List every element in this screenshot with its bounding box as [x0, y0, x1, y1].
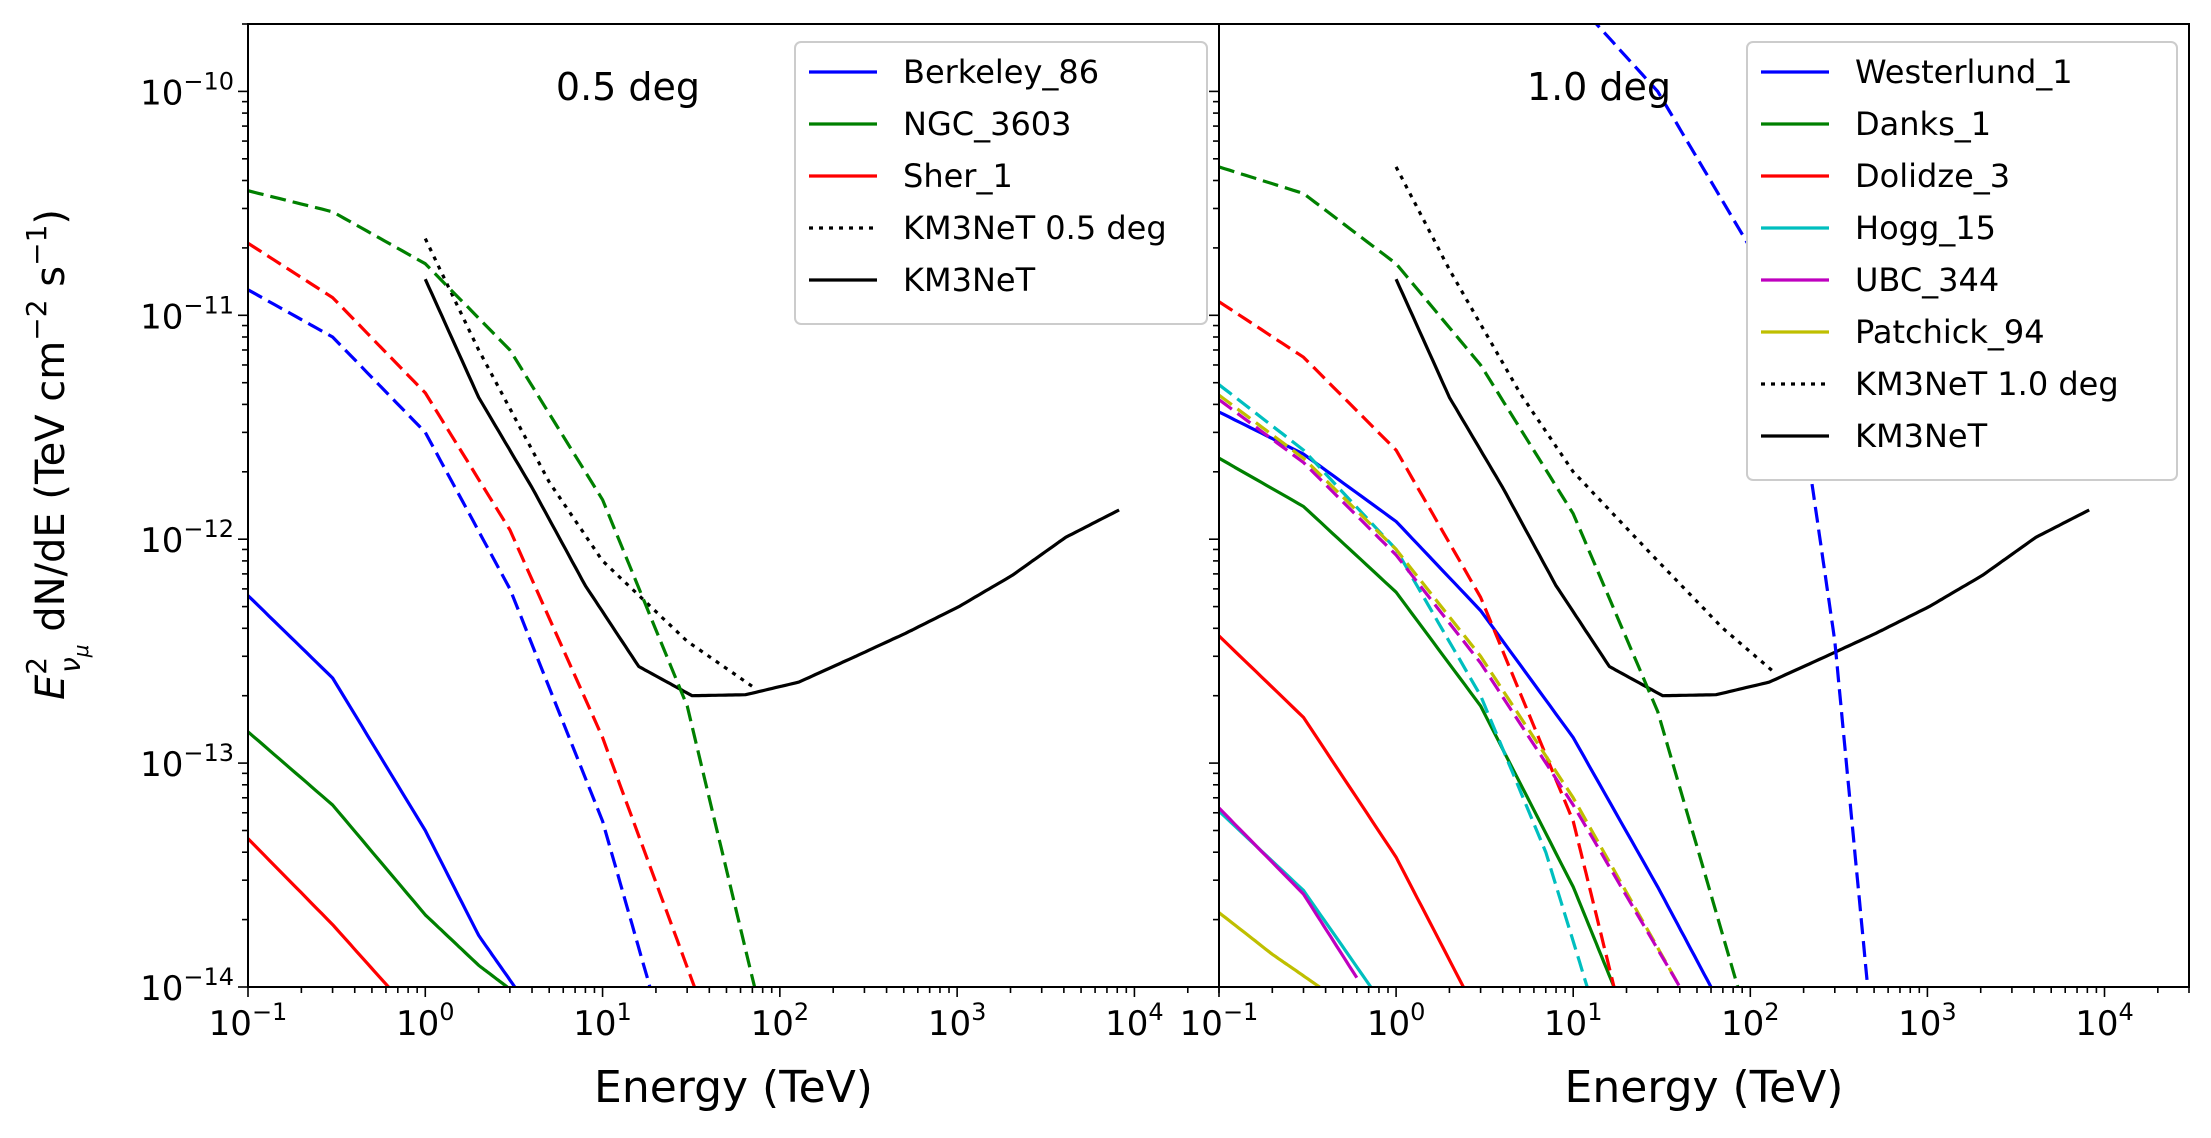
x-tick-label: 100 [1367, 998, 1426, 1044]
x-tick-label: 10−1 [209, 998, 288, 1044]
y-tick-label: 10−13 [140, 739, 234, 785]
x-tick-label: 102 [1721, 998, 1780, 1044]
x-tick-label: 104 [2075, 998, 2134, 1044]
series-line [423, 237, 754, 688]
legend-box [794, 41, 1208, 325]
panel-title: 0.5 deg [556, 65, 700, 109]
panel-title: 1.0 deg [1527, 65, 1671, 109]
x-tick-label: 100 [396, 998, 455, 1044]
y-tick-label: 10−11 [140, 291, 234, 337]
legend-label: UBC_344 [1855, 261, 1999, 299]
panel-right-1-0-deg: 10−1 100 101 102 103 104 1.0 deg Energy (TeV) We… [1180, 23, 2190, 1113]
series-line [423, 278, 1120, 698]
legend-label: Danks_1 [1855, 105, 1991, 143]
series-line [248, 730, 509, 987]
series-line [1219, 165, 1740, 987]
series-line [248, 189, 757, 987]
series-line [1394, 278, 2090, 698]
y-tick-label: 10−10 [140, 67, 234, 113]
x-tick-label: 101 [1544, 998, 1603, 1044]
y-tick-label: 10−12 [140, 515, 234, 561]
x-axis-label: Energy (TeV) [594, 1062, 873, 1113]
legend-label: KM3NeT 0.5 deg [903, 209, 1167, 247]
x-tick-label: 10−1 [1180, 998, 1259, 1044]
x-tick-label: 101 [573, 998, 632, 1044]
y-axis-label: E2νμ dN/dE (TeV cm−2 s−1) [20, 209, 93, 700]
legend-label: KM3NeT [1855, 417, 1988, 455]
series-line [1219, 806, 1359, 979]
y-tick-label: 10−14 [140, 963, 234, 1009]
series-line [1219, 456, 1616, 987]
x-tick-label: 103 [1898, 998, 1957, 1044]
series-line [248, 837, 390, 987]
plot-frame [1218, 23, 2190, 988]
legend-label: Dolidze_3 [1855, 157, 2010, 195]
legend-label: KM3NeT 1.0 deg [1855, 365, 2119, 403]
series-group [248, 189, 1120, 987]
series-line [1219, 393, 1682, 987]
panel-left-0-5-deg: 10−1 100 101 102 103 104 10−14 10−13 10−12 10−11 1… [140, 23, 1220, 1113]
x-tick-label: 103 [928, 998, 987, 1044]
series-line [248, 288, 652, 987]
legend-label: NGC_3603 [903, 105, 1072, 143]
series-line [248, 241, 696, 987]
series-line [1394, 166, 1778, 676]
legend-label: Patchick_94 [1855, 313, 2045, 351]
legend-label: Hogg_15 [1855, 209, 1996, 247]
x-axis-label: Energy (TeV) [1565, 1062, 1844, 1113]
series-line [1219, 300, 1616, 987]
legend-label: Berkeley_86 [903, 53, 1099, 91]
series-line [1219, 410, 1713, 987]
series-line [1219, 911, 1321, 987]
series-line [248, 594, 517, 987]
x-tick-label: 104 [1105, 998, 1164, 1044]
legend-label: Westerlund_1 [1855, 53, 2073, 91]
legend-label: KM3NeT [903, 261, 1036, 299]
series-line [1219, 634, 1465, 987]
series-line [1219, 398, 1682, 987]
legend-box [1746, 41, 2178, 481]
legend-label: Sher_1 [903, 157, 1013, 195]
x-tick-label: 102 [751, 998, 810, 1044]
series-line [1219, 383, 1589, 987]
